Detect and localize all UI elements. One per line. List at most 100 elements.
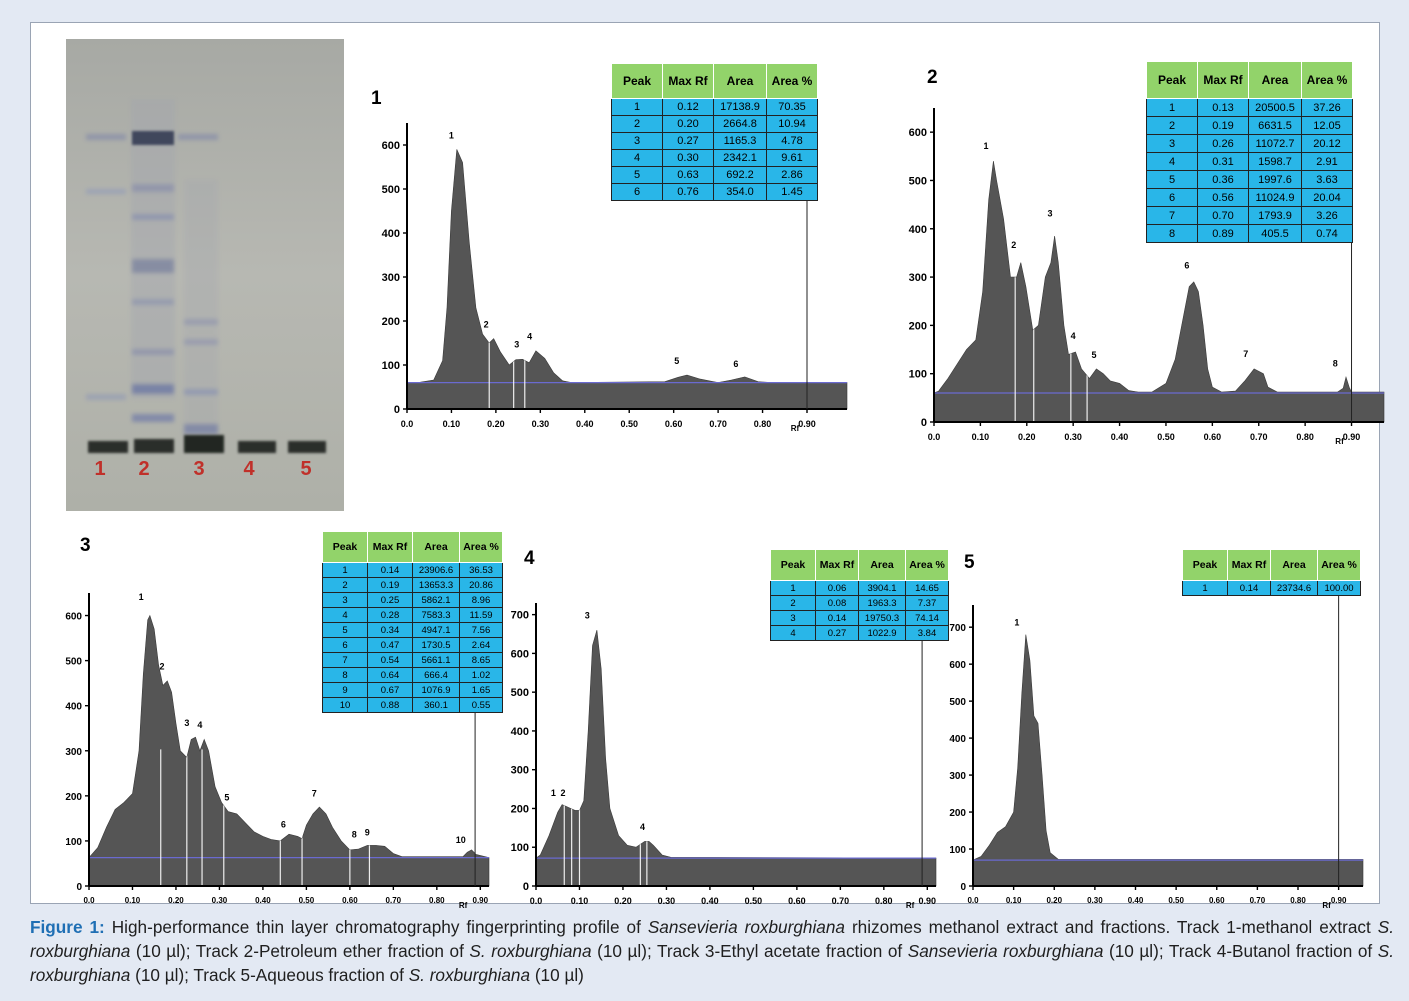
x-axis-label: Rf [906, 901, 915, 910]
y-tick-label: 100 [949, 845, 966, 856]
x-tick-label: 0.60 [1209, 896, 1225, 905]
peak-table: Peak Max Rf Area Area % 1 0.06 3904.1 14.65 2 0.0… [770, 548, 949, 642]
table-cell: 4947.1 [412, 622, 460, 639]
y-tick-label: 0 [523, 881, 529, 893]
y-tick-label: 600 [511, 648, 529, 660]
chromatogram-plot: 0.0 0.10 0.20 0.30 0.40 0.50 0.60 0.70 0.80 0.90R… [909, 98, 1385, 446]
table-cell: 1.02 [459, 667, 503, 684]
chromatogram-panel-2: 0.0 0.10 0.20 0.30 0.40 0.50 0.60 0.70 0.80 0.90 R… [909, 68, 1396, 448]
densitogram-profile [972, 634, 1364, 887]
y-tick-label: 200 [65, 792, 82, 803]
x-tick-label: 0.50 [1157, 432, 1175, 442]
y-tick-label: 0 [76, 882, 82, 893]
y-tick-label: 100 [511, 842, 529, 854]
table-cell: 8 [322, 667, 368, 684]
x-tick-label: 0.90 [919, 896, 937, 906]
x-tick-label: 0.50 [620, 419, 638, 429]
table-row: 2 0.19 6631.5 12.05 [1146, 116, 1353, 136]
table-cell: 0.56 [1197, 188, 1249, 208]
table-row: 2 0.20 2664.8 10.94 [611, 115, 818, 134]
table-cell: 1165.3 [713, 132, 767, 151]
x-tick-label: 0.20 [487, 419, 505, 429]
x-tick-label: 0.0 [401, 419, 414, 429]
table-cell: 0.28 [367, 607, 413, 624]
table-header-cell: Max Rf [815, 548, 859, 582]
caption-species-name: S. roxburghiana [30, 917, 1395, 961]
y-tick-label: 500 [382, 184, 400, 196]
peak-number-label: 5 [674, 356, 679, 366]
table-cell: 2.64 [459, 637, 503, 654]
x-tick-label: 0.90 [1343, 432, 1361, 442]
densitogram-profile [535, 630, 937, 887]
table-header-row: Peak Max Rf Area Area % [611, 62, 818, 100]
caption-text: High-performance thin layer chromatograp… [30, 917, 1394, 985]
table-cell: 1 [1182, 580, 1228, 597]
x-tick-label: 0.20 [1018, 432, 1036, 442]
table-header-cell: Max Rf [367, 530, 413, 564]
y-tick-label: 300 [511, 765, 529, 777]
table-row: 5 0.63 692.2 2.86 [611, 166, 818, 185]
x-tick-label: 0.50 [1168, 896, 1184, 905]
caption-text-part: (10 µl); Track 5-Aqueous fraction of [130, 965, 409, 985]
peak-number-label: 9 [365, 828, 370, 838]
table-row: 4 0.31 1598.7 2.91 [1146, 152, 1353, 172]
table-cell: 1022.9 [858, 625, 906, 642]
table-cell: 0.26 [1197, 134, 1249, 154]
x-tick-label: 0.80 [1296, 432, 1314, 442]
table-cell: 0.54 [367, 652, 413, 669]
y-tick-label: 600 [909, 127, 927, 139]
table-cell: 5 [611, 166, 663, 185]
table-cell: 0.63 [662, 166, 714, 185]
peak-table: Peak Max Rf Area Area % 1 0.14 23906.6 36.53 2 0.… [322, 530, 503, 714]
table-cell: 0.89 [1197, 224, 1249, 244]
table-cell: 11.59 [459, 607, 503, 624]
y-tick-label: 200 [949, 808, 966, 819]
caption-species-name: S. roxburghiana [469, 941, 592, 961]
y-tick-label: 400 [949, 734, 966, 745]
x-tick-label: 0.40 [576, 419, 594, 429]
chromatogram-panel-3: 0.0 0.10 0.20 0.30 0.40 0.50 0.60 0.70 0.80 0.90 R… [65, 563, 511, 910]
tlc-track-label: 2 [138, 458, 149, 480]
table-cell: 11024.9 [1248, 188, 1302, 208]
table-cell: 8.96 [459, 592, 503, 609]
table-cell: 8 [1146, 224, 1198, 244]
x-tick-label: 0.90 [473, 896, 489, 905]
x-axis-label: Rf [1335, 437, 1344, 446]
table-cell: 1.65 [459, 682, 503, 699]
table-header-cell: Area % [1317, 548, 1361, 582]
table-cell: 1 [770, 580, 816, 597]
table-header-row: Peak Max Rf Area Area % [322, 530, 503, 564]
table-header-cell: Peak [770, 548, 816, 582]
table-cell: 5 [322, 622, 368, 639]
table-row: 1 0.14 23734.6 100.00 [1182, 580, 1361, 597]
caption-text-part: (10 µl) [530, 965, 584, 985]
x-tick-label: 0.0 [83, 896, 95, 905]
x-tick-label: 0.40 [1128, 896, 1144, 905]
table-cell: 0.74 [1301, 224, 1353, 244]
table-cell: 12.05 [1301, 116, 1353, 136]
table-cell: 1598.7 [1248, 152, 1302, 172]
y-tick-label: 700 [511, 610, 529, 622]
tlc-track-label: 4 [243, 458, 255, 480]
table-cell: 8.65 [459, 652, 503, 669]
table-cell: 4 [1146, 152, 1198, 172]
y-tick-label: 600 [382, 140, 400, 152]
peak-number-label: 1 [449, 130, 454, 140]
tlc-track-label: 3 [193, 458, 204, 480]
x-tick-label: 0.50 [299, 896, 315, 905]
peak-number-label: 4 [197, 720, 202, 730]
table-cell: 0.12 [662, 98, 714, 117]
y-tick-label: 300 [949, 771, 966, 782]
table-cell: 2342.1 [713, 149, 767, 168]
table-cell: 5 [1146, 170, 1198, 190]
table-cell: 36.53 [459, 562, 503, 579]
table-cell: 0.34 [367, 622, 413, 639]
caption-species-name: S. roxburghiana [408, 965, 531, 985]
peak-number-label: 2 [160, 662, 165, 672]
table-row: 5 0.34 4947.1 7.56 [322, 622, 503, 639]
table-cell: 6 [611, 183, 663, 202]
x-tick-label: 0.90 [1331, 896, 1347, 905]
table-cell: 4 [611, 149, 663, 168]
y-tick-label: 0 [960, 882, 966, 893]
caption-species-name: S. roxburghiana [30, 941, 1394, 985]
